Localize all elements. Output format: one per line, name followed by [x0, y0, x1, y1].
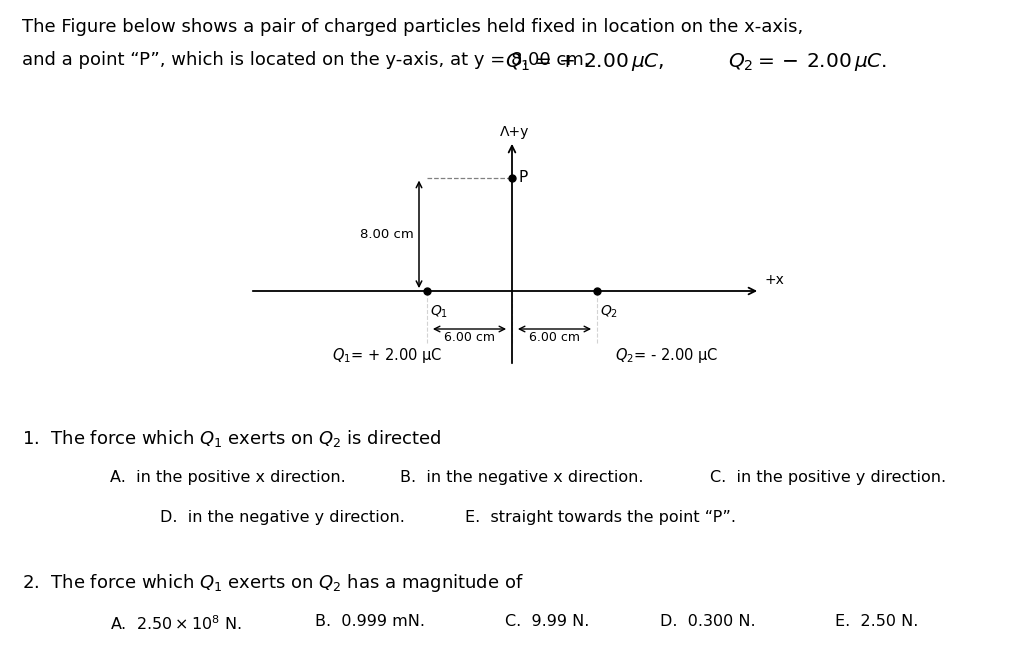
Text: and a point “P”, which is located on the y-axis, at y = 8.00 cm.: and a point “P”, which is located on the…: [22, 51, 601, 69]
Text: P: P: [519, 170, 528, 185]
Text: +x: +x: [764, 273, 784, 287]
Text: A.  in the positive x direction.: A. in the positive x direction.: [110, 470, 346, 485]
Text: B.  in the negative x direction.: B. in the negative x direction.: [400, 470, 643, 485]
Text: A.  $2.50\times10^8$ N.: A. $2.50\times10^8$ N.: [110, 614, 242, 632]
Text: $Q_1$: $Q_1$: [430, 304, 449, 320]
Text: E.  straight towards the point “P”.: E. straight towards the point “P”.: [465, 510, 736, 525]
Text: $Q_2$: $Q_2$: [600, 304, 618, 320]
Text: E.  2.50 N.: E. 2.50 N.: [835, 614, 919, 629]
Text: Λ+y: Λ+y: [500, 125, 529, 139]
Text: C.  9.99 N.: C. 9.99 N.: [505, 614, 590, 629]
Text: $Q_2$= - 2.00 μC: $Q_2$= - 2.00 μC: [615, 346, 718, 365]
Text: 6.00 cm: 6.00 cm: [444, 331, 495, 344]
Text: The Figure below shows a pair of charged particles held fixed in location on the: The Figure below shows a pair of charged…: [22, 18, 803, 36]
Text: $Q_1$= + 2.00 μC: $Q_1$= + 2.00 μC: [332, 346, 442, 365]
Text: 1.  The force which $\mathit{Q}_1$ exerts on $\mathit{Q}_2$ is directed: 1. The force which $\mathit{Q}_1$ exerts…: [22, 428, 441, 449]
Text: 8.00 cm: 8.00 cm: [360, 228, 414, 241]
Text: D.  in the negative y direction.: D. in the negative y direction.: [160, 510, 404, 525]
Text: C.  in the positive y direction.: C. in the positive y direction.: [710, 470, 946, 485]
Text: $Q_2 = -\,2.00\,\mu C.$: $Q_2 = -\,2.00\,\mu C.$: [728, 51, 887, 73]
Text: B.  0.999 mN.: B. 0.999 mN.: [315, 614, 425, 629]
Text: 6.00 cm: 6.00 cm: [529, 331, 580, 344]
Text: 2.  The force which $\mathit{Q}_1$ exerts on $\mathit{Q}_2$ has a magnitude of: 2. The force which $\mathit{Q}_1$ exerts…: [22, 572, 523, 594]
Text: D.  0.300 N.: D. 0.300 N.: [660, 614, 756, 629]
Text: $Q_1 = +\,2.00\,\mu C,$: $Q_1 = +\,2.00\,\mu C,$: [505, 51, 665, 73]
